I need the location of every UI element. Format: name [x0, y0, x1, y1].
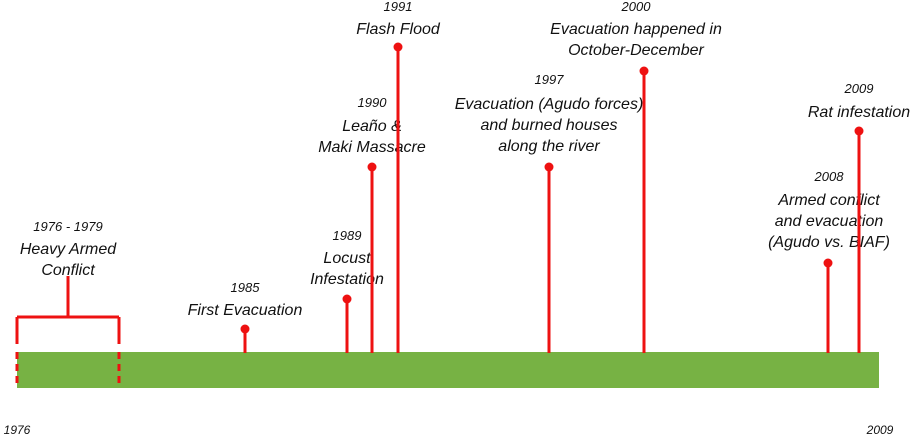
event-marker-dot — [240, 324, 250, 334]
event-label-line: (Agudo vs. BIAF) — [768, 234, 890, 251]
event-label-line: and burned houses — [481, 117, 618, 134]
range-event-label-line: Conflict — [41, 262, 95, 279]
event-label-line: Armed conflict — [777, 192, 880, 209]
event-year: 1989 — [333, 228, 362, 243]
event-label-line: Rat infestation — [808, 104, 910, 121]
event-label-line: First Evacuation — [188, 302, 303, 319]
event-label-line: Locust — [323, 250, 371, 267]
event-label-line: Evacuation (Agudo forces) — [455, 96, 644, 113]
event-year: 1991 — [384, 0, 413, 14]
event-label-line: Leaño & — [342, 118, 402, 135]
event-label-line: Maki Massacre — [318, 139, 426, 156]
event-year: 2008 — [814, 169, 845, 184]
event-label-line: Infestation — [310, 271, 384, 288]
event-label-line: along the river — [498, 138, 600, 155]
event-marker-dot — [854, 126, 864, 136]
event-marker-dot — [823, 258, 833, 268]
event-year: 1990 — [358, 95, 388, 110]
range-event-year: 1976 - 1979 — [33, 219, 102, 234]
event-year: 1985 — [231, 280, 261, 295]
event-marker-dot — [544, 162, 554, 172]
event-label-line: October-December — [568, 42, 704, 59]
event-year: 2009 — [844, 81, 874, 96]
timeline-bar — [17, 352, 879, 388]
event-label-line: Flash Flood — [356, 21, 441, 38]
event-marker-dot — [342, 294, 352, 304]
range-event-label-line: Heavy Armed — [20, 241, 117, 258]
event-marker-dot — [393, 42, 403, 52]
event-label-line: Evacuation happened in — [550, 21, 722, 38]
event-marker-dot — [367, 162, 377, 172]
event-label-line: and evacuation — [775, 213, 884, 230]
range-bracket — [15, 276, 121, 386]
start-year-label: 1976 — [4, 423, 31, 436]
event-marker-dot — [639, 66, 649, 76]
end-year-label: 2009 — [866, 423, 894, 436]
event-year: 2000 — [621, 0, 652, 14]
event-year: 1997 — [535, 72, 565, 87]
